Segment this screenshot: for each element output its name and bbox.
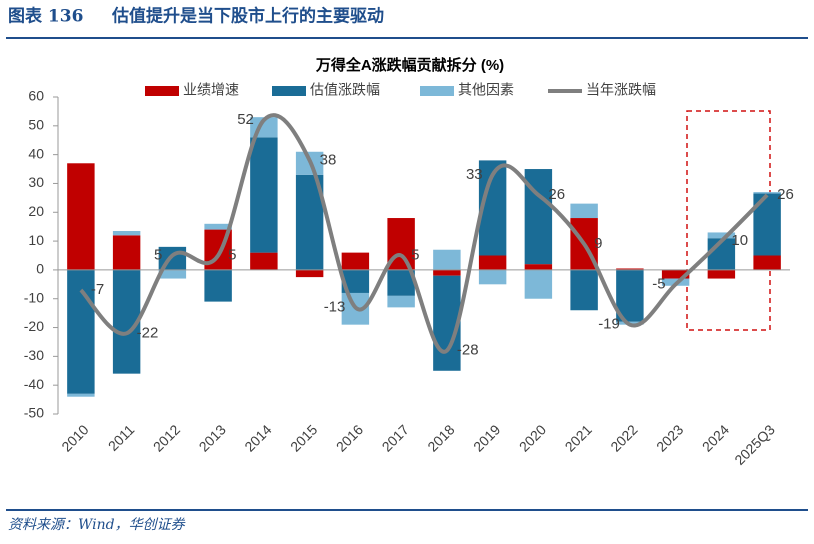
line	[79, 113, 769, 354]
bar	[616, 268, 644, 270]
y-tick-label: 20	[28, 203, 44, 219]
bar	[753, 192, 781, 194]
x-tick-label: 2019	[470, 421, 503, 454]
legend-label: 当年涨跌幅	[586, 82, 656, 98]
legend-swatch	[272, 86, 306, 96]
legend-swatch	[420, 86, 454, 96]
x-tick-label: 2013	[196, 421, 229, 454]
data-label: 38	[320, 151, 337, 168]
bar	[524, 269, 553, 299]
bar	[204, 269, 232, 302]
header-label: 图表 136	[8, 6, 83, 27]
bar	[158, 269, 187, 279]
x-tick-label: 2020	[516, 421, 549, 454]
bar	[661, 269, 690, 279]
x-tick-label: 2025Q3	[731, 421, 778, 468]
y-tick-label: 50	[28, 117, 44, 133]
data-label: -28	[457, 342, 479, 359]
bar	[478, 255, 507, 270]
bar	[250, 137, 278, 253]
data-label: 9	[594, 235, 602, 252]
bar	[112, 231, 141, 236]
footer-source: 资料来源：Wind，华创证券	[8, 517, 186, 533]
x-tick-label: 2016	[333, 421, 366, 454]
x-tick-label: 2017	[379, 421, 412, 454]
y-tick-label: 60	[28, 88, 44, 104]
data-label: -7	[91, 281, 104, 298]
legend-label: 其他因素	[458, 82, 514, 98]
header-title: 估值提升是当下股市上行的主要驱动	[111, 6, 384, 27]
legend-swatch	[145, 86, 179, 96]
bar	[67, 393, 95, 397]
y-tick-label: -10	[24, 289, 44, 305]
data-label: -19	[598, 316, 620, 333]
x-tick-label: 2015	[287, 421, 320, 454]
data-label: 5	[228, 246, 236, 263]
bar	[478, 269, 507, 285]
bar	[341, 269, 370, 293]
data-label: 52	[237, 111, 254, 128]
y-tick-label: -40	[24, 376, 44, 392]
x-tick-label: 2014	[241, 421, 274, 454]
bar	[250, 252, 278, 270]
bar	[570, 269, 598, 311]
bar	[204, 223, 232, 230]
data-label: -5	[652, 275, 665, 292]
x-tick-label: 2022	[607, 421, 640, 454]
y-tick-label: -20	[24, 318, 44, 334]
bar	[570, 203, 598, 219]
data-label: 10	[731, 232, 748, 249]
x-tick-label: 2010	[58, 421, 91, 454]
bar	[295, 269, 324, 278]
x-tick-label: 2023	[653, 421, 686, 454]
y-tick-label: -50	[24, 405, 44, 421]
bar	[67, 163, 95, 270]
y-tick-label: 0	[36, 261, 44, 277]
bar	[387, 295, 415, 308]
bar	[753, 255, 781, 270]
legend-label: 估值涨跌幅	[310, 82, 380, 98]
data-label: 33	[466, 166, 483, 183]
data-label: -22	[137, 324, 159, 341]
y-tick-label: 40	[28, 145, 44, 161]
data-label: 5	[154, 246, 162, 263]
x-tick-label: 2024	[699, 421, 732, 454]
legend-label: 业绩增速	[183, 82, 239, 98]
data-label: 5	[411, 246, 419, 263]
bar	[707, 232, 736, 239]
bar	[707, 269, 736, 279]
x-tick-label: 2021	[562, 421, 595, 454]
chart-title: 万得全A涨跌幅贡献拆分 (%)	[315, 56, 504, 74]
data-label: 26	[548, 186, 565, 203]
x-tick-label: 2011	[105, 421, 138, 454]
bar	[341, 252, 370, 270]
y-tick-label: -30	[24, 347, 44, 363]
data-label: 26	[777, 186, 794, 203]
bar	[524, 264, 553, 270]
x-tick-label: 2012	[150, 421, 183, 454]
data-label: -13	[324, 298, 346, 315]
bar	[433, 269, 461, 276]
y-tick-label: 10	[28, 232, 44, 248]
x-tick-label: 2018	[424, 421, 457, 454]
bar	[112, 235, 141, 270]
y-tick-label: 30	[28, 174, 44, 190]
bar	[433, 249, 461, 270]
